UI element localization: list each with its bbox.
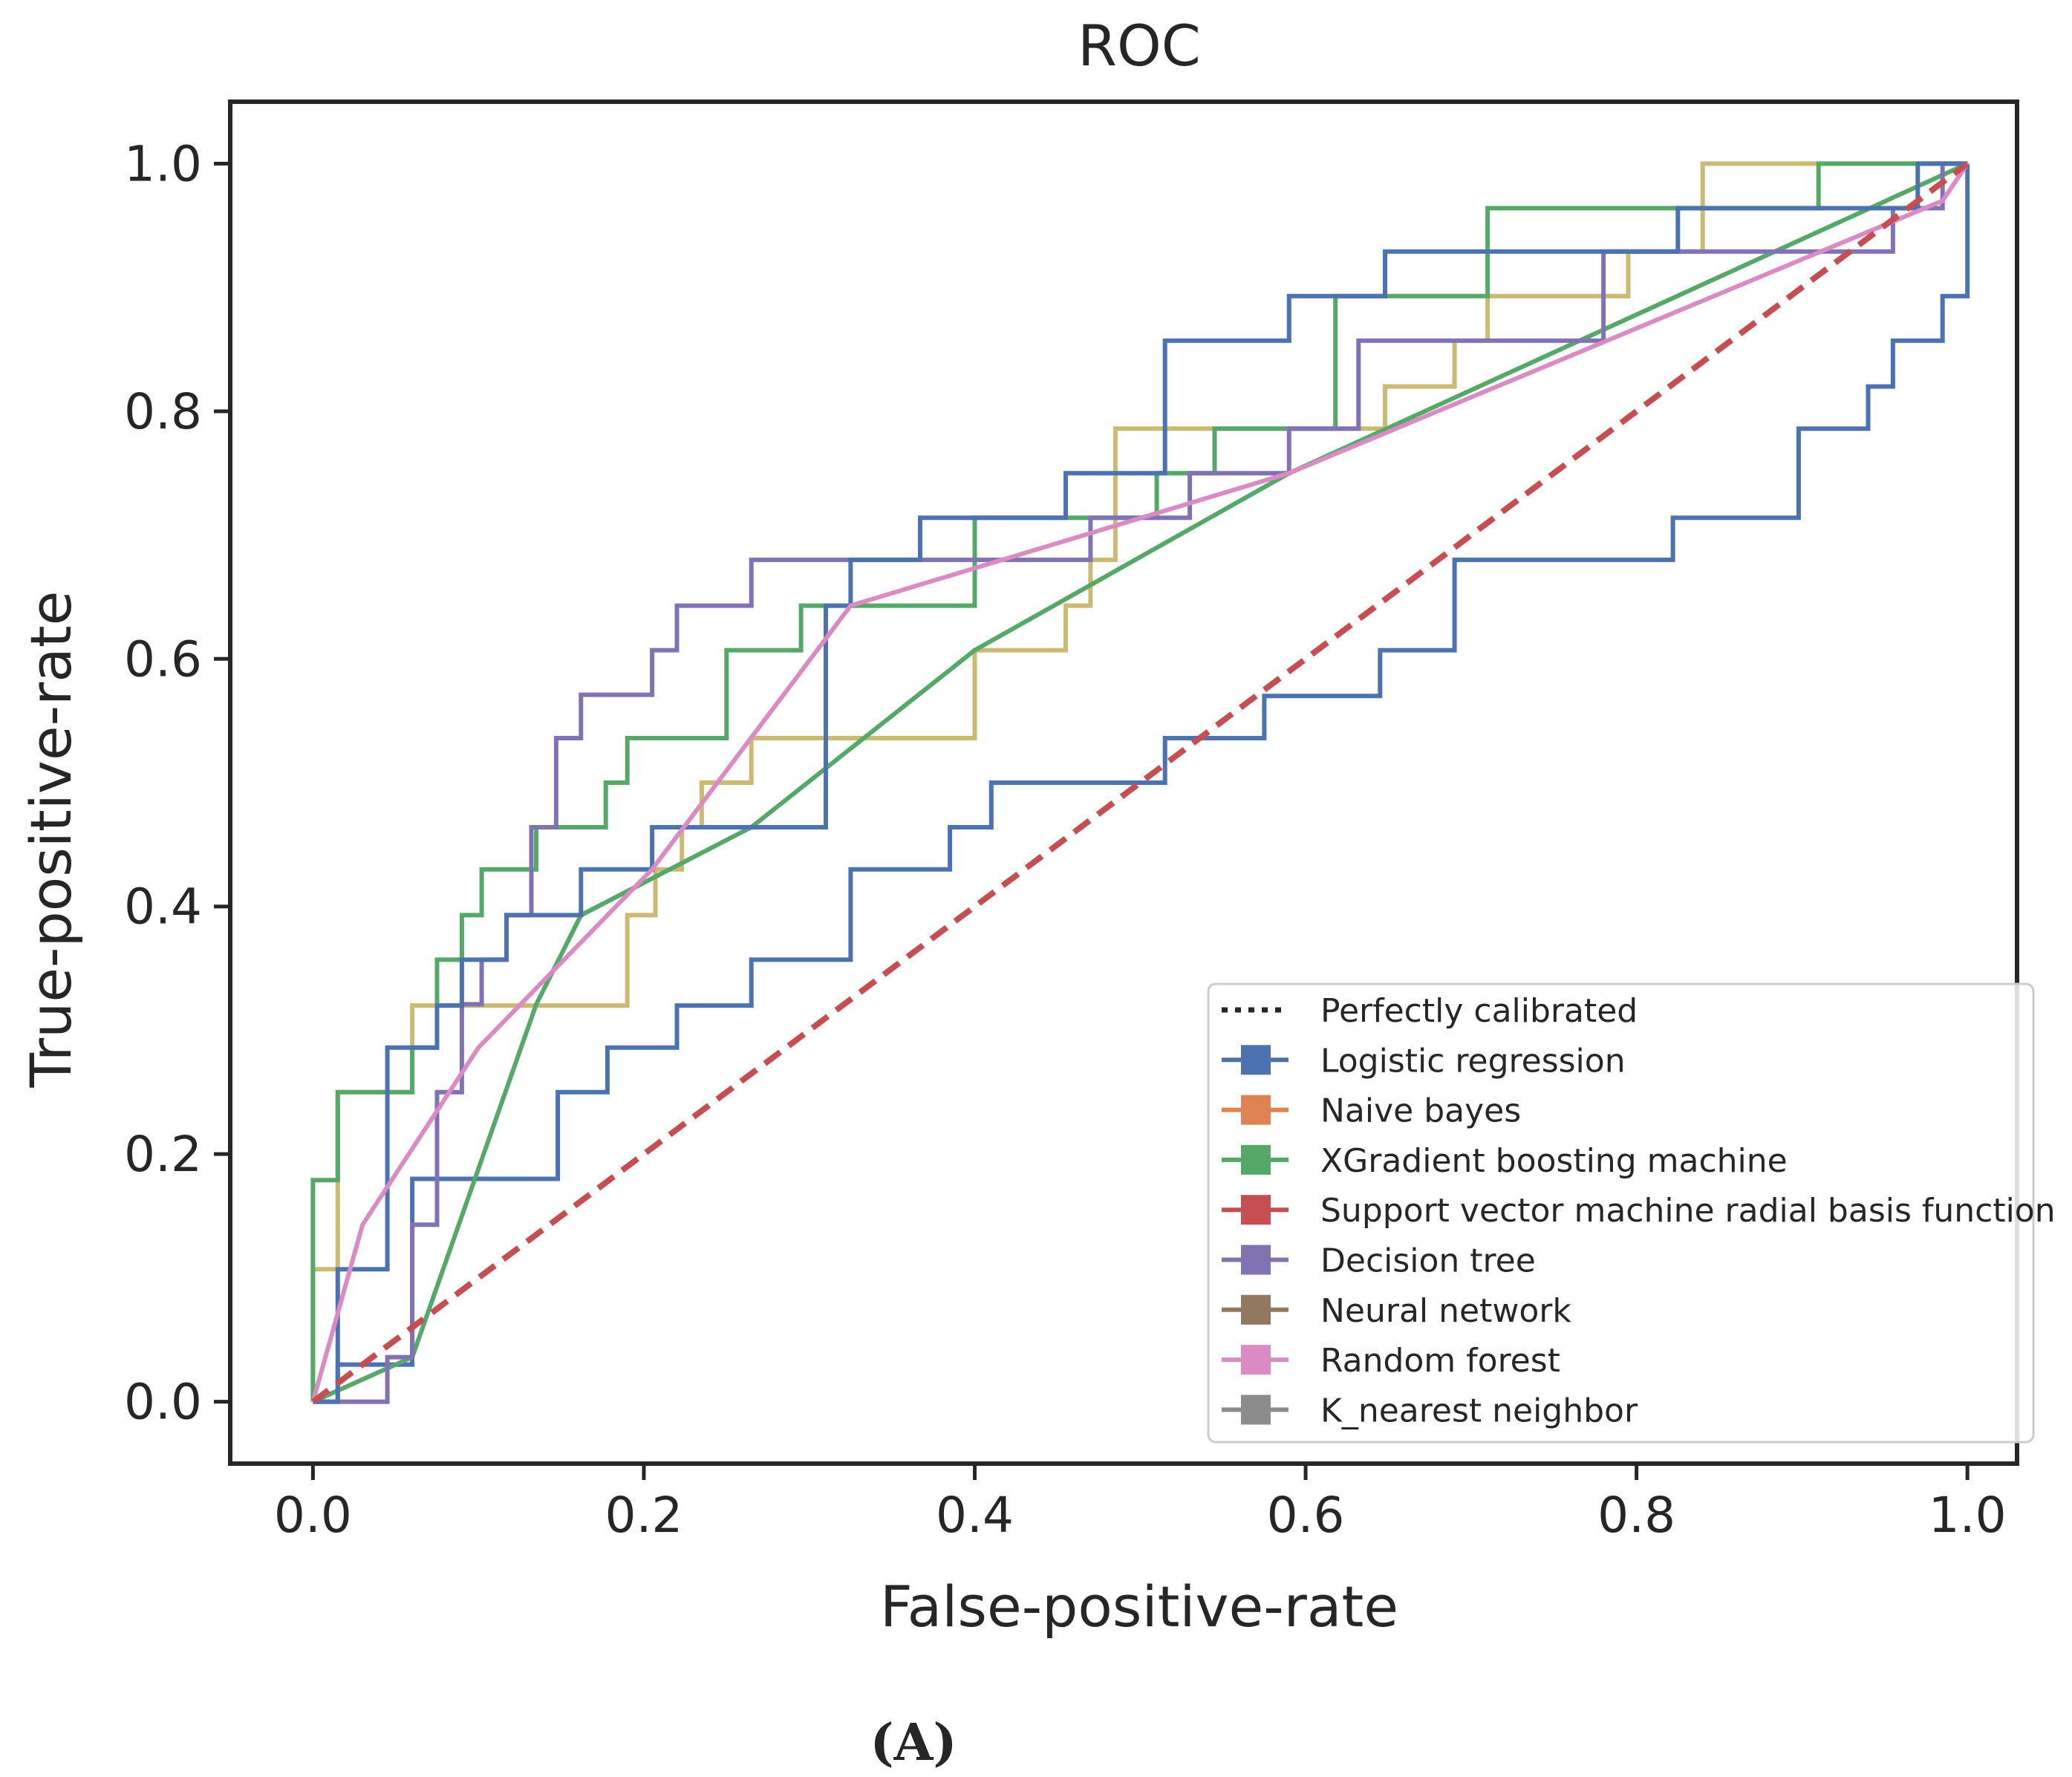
plot-area: [228, 100, 2019, 1466]
panel-label: (A): [870, 1713, 957, 1773]
legend-label: Decision tree: [1320, 1242, 1536, 1280]
x-tick-label: 0.6: [1267, 1487, 1345, 1544]
x-tick-label: 0.8: [1597, 1487, 1675, 1544]
legend-label: XGradient boosting machine: [1320, 1142, 1788, 1180]
legend-items: Perfectly calibrated Logistic regression N…: [1222, 992, 2056, 1429]
legend-item: Naive bayes: [1222, 1092, 1521, 1130]
legend-swatch-marker: [1241, 1395, 1271, 1425]
legend-label: Logistic regression: [1320, 1042, 1626, 1080]
legend-item: Logistic regression: [1222, 1042, 1626, 1080]
chart-title: ROC: [1078, 13, 1201, 79]
y-tick-label: 0.4: [124, 878, 202, 936]
series-line-0: [311, 161, 1970, 1404]
series-line-7: [310, 162, 1970, 1403]
x-tick-label: 1.0: [1929, 1487, 2007, 1544]
legend-item: XGradient boosting machine: [1222, 1142, 1788, 1180]
y-axis-label: True-positive-rate: [18, 591, 84, 1089]
series-line-5: [313, 161, 1968, 1404]
y-axis: 0.0 0.2 0.4 0.6 0.8 1.0: [124, 135, 230, 1431]
legend-swatch-marker: [1241, 1144, 1271, 1175]
legend-swatch-marker: [1241, 1195, 1271, 1225]
x-tick-label: 0.2: [605, 1487, 682, 1544]
legend-label: Support vector machine radial basis func…: [1320, 1192, 2056, 1230]
legend-box: [1207, 982, 2035, 1444]
legend: Perfectly calibrated Logistic regression N…: [1207, 982, 2056, 1444]
x-axis-label: False-positive-rate: [880, 1574, 1398, 1640]
legend-label: K_nearest neighbor: [1320, 1392, 1638, 1429]
series-line-1: [313, 163, 1970, 1404]
x-tick-label: 0.4: [936, 1487, 1014, 1544]
legend-swatch-marker: [1241, 1294, 1271, 1325]
legend-label: Random forest: [1320, 1342, 1560, 1380]
legend-label: Neural network: [1320, 1292, 1571, 1330]
y-tick-label: 0.6: [124, 630, 202, 688]
y-tick-label: 0.2: [124, 1126, 202, 1183]
legend-label: Naive bayes: [1320, 1092, 1521, 1130]
legend-item: Perfectly calibrated: [1222, 992, 1638, 1030]
legend-swatch-marker: [1241, 1095, 1271, 1125]
plot-frame: [228, 100, 2019, 1466]
legend-item: Decision tree: [1222, 1242, 1536, 1280]
legend-swatch-marker: [1241, 1345, 1271, 1375]
legend-item: Neural network: [1222, 1292, 1571, 1330]
y-tick-label: 0.0: [124, 1374, 202, 1431]
legend-swatch-marker: [1241, 1245, 1271, 1275]
series-line-4: [312, 161, 1969, 1404]
legend-label: Perfectly calibrated: [1320, 992, 1638, 1030]
series-layer: [310, 161, 1970, 1404]
legend-item: Random forest: [1222, 1342, 1560, 1380]
legend-swatch-marker: [1241, 1045, 1271, 1075]
y-tick-label: 1.0: [124, 135, 202, 192]
x-tick-label: 0.0: [274, 1487, 352, 1544]
x-axis: 0.0 0.2 0.4 0.6 0.8 1.0: [274, 1464, 2007, 1544]
legend-item: K_nearest neighbor: [1222, 1392, 1638, 1429]
y-tick-label: 0.8: [124, 383, 202, 440]
series-line-6: [313, 161, 1968, 1404]
legend-item: Support vector machine radial basis func…: [1222, 1192, 2056, 1230]
